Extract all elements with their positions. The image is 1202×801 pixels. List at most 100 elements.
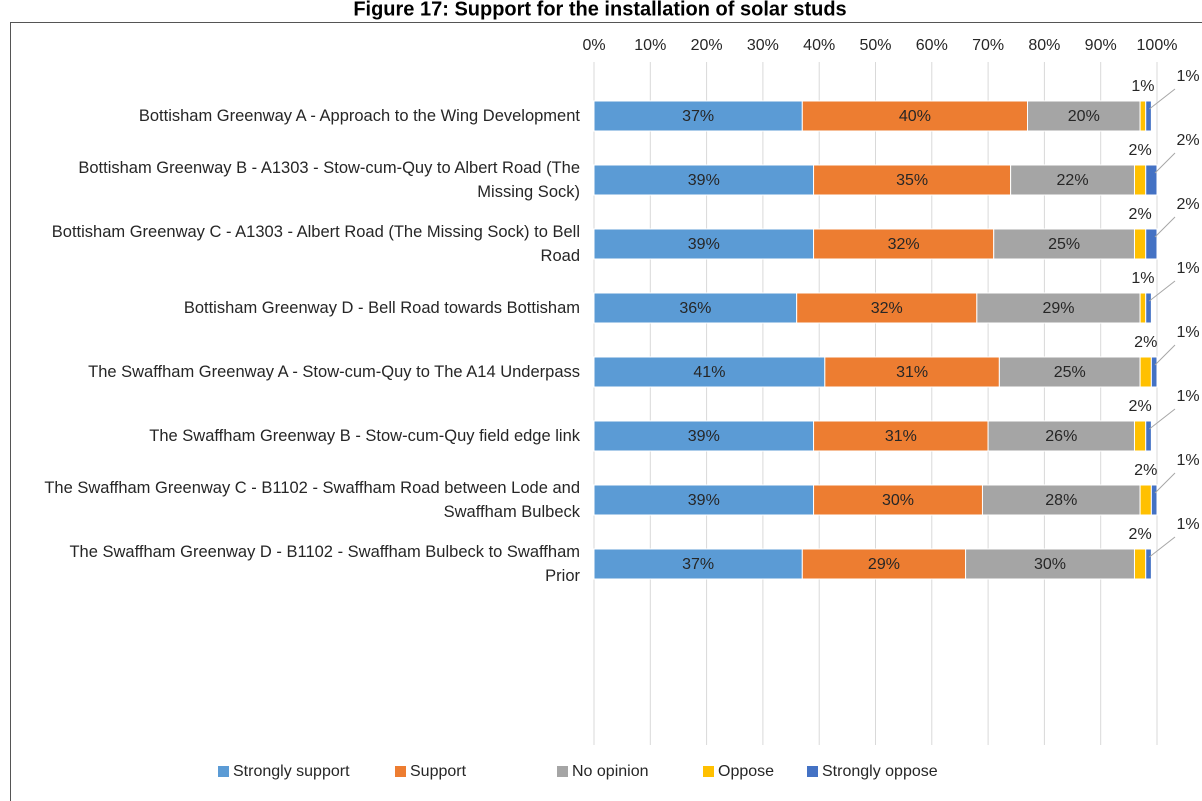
bar-segment [1139, 100, 1147, 132]
frame [10, 22, 1202, 801]
data-label: 39% [688, 492, 720, 509]
leader-line [1154, 472, 1176, 494]
legend-swatch [807, 766, 818, 777]
data-label: 32% [871, 300, 903, 317]
x-tick-label: 100% [1137, 37, 1178, 54]
bar-segment [1145, 228, 1158, 260]
data-label: 2% [1134, 462, 1157, 479]
bar-segment [1010, 164, 1135, 196]
bar-segment [1150, 356, 1158, 388]
data-label: 1% [1176, 324, 1199, 341]
data-label: 2% [1129, 206, 1152, 223]
x-tick-label: 80% [1028, 37, 1060, 54]
bar-segment [813, 228, 995, 260]
legend-swatch [218, 766, 229, 777]
bar-segment [1145, 100, 1152, 132]
bar-segment [1133, 164, 1147, 196]
bar-segment [813, 420, 989, 452]
bar-segment [1133, 228, 1147, 260]
bar-segment [1139, 356, 1152, 388]
legend-swatch [395, 766, 406, 777]
bar-segment [1133, 420, 1147, 452]
data-label: 39% [688, 172, 720, 189]
leader-line [1149, 536, 1176, 558]
data-label: 29% [1042, 300, 1074, 317]
legend-label: Support [410, 763, 467, 780]
bar-segment [1150, 484, 1158, 516]
bar-segment [796, 292, 978, 324]
data-label: 1% [1176, 68, 1199, 85]
data-label: 2% [1134, 334, 1157, 351]
data-label: 39% [688, 236, 720, 253]
bar-segment [824, 356, 1000, 388]
x-tick-label: 40% [803, 37, 835, 54]
leader-line [1154, 152, 1176, 174]
data-label: 1% [1131, 78, 1154, 95]
chart-title: Figure 17: Support for the installation … [353, 0, 846, 20]
data-label: 1% [1176, 452, 1199, 469]
leader-line [1154, 344, 1176, 366]
leader-line [1154, 216, 1176, 238]
bar-segment [1139, 292, 1147, 324]
bar-segment [593, 164, 815, 196]
data-label: 39% [688, 428, 720, 445]
x-tick-label: 20% [691, 37, 723, 54]
bar-segment [965, 548, 1135, 580]
legend-label: No opinion [572, 763, 649, 780]
bar-segment [981, 484, 1141, 516]
category-label: The Swaffham Greenway B - Stow-cum-Quy f… [149, 427, 580, 445]
bar-segment [976, 292, 1141, 324]
data-label: 28% [1045, 492, 1077, 509]
data-label: 20% [1068, 108, 1100, 125]
data-label: 2% [1129, 526, 1152, 543]
category-label: Bottisham Greenway C - A1303 - Albert Ro… [51, 223, 580, 265]
bar-segment [593, 228, 815, 260]
bar-segment [1145, 548, 1152, 580]
data-label: 22% [1057, 172, 1089, 189]
bar-segment [593, 484, 815, 516]
x-tick-label: 30% [747, 37, 779, 54]
legend-swatch [557, 766, 568, 777]
category-label: The Swaffham Greenway C - B1102 - Swaffh… [44, 479, 580, 521]
data-label: 35% [896, 172, 928, 189]
x-tick-label: 60% [916, 37, 948, 54]
data-label: 1% [1176, 388, 1199, 405]
category-label: The Swaffham Greenway D - B1102 - Swaffh… [69, 543, 580, 585]
bar-segment [593, 100, 803, 132]
data-label: 30% [1034, 556, 1066, 573]
data-label: 1% [1176, 260, 1199, 277]
legend-swatch [703, 766, 714, 777]
legend-label: Oppose [718, 763, 774, 780]
bar-segment [1145, 420, 1152, 452]
bar-segment [813, 164, 1012, 196]
data-label: 31% [896, 364, 928, 381]
data-label: 2% [1176, 196, 1199, 213]
data-label: 2% [1176, 132, 1199, 149]
data-label: 30% [882, 492, 914, 509]
data-label: 25% [1048, 236, 1080, 253]
data-label: 25% [1054, 364, 1086, 381]
data-label: 2% [1129, 142, 1152, 159]
data-label: 41% [693, 364, 725, 381]
leader-line [1149, 88, 1176, 110]
data-label: 40% [899, 108, 931, 125]
bar-segment [801, 100, 1029, 132]
bar-segment [993, 228, 1135, 260]
data-label: 37% [682, 556, 714, 573]
x-tick-label: 70% [972, 37, 1004, 54]
bar-segment [1027, 100, 1141, 132]
bar-segment [593, 292, 798, 324]
x-tick-label: 50% [859, 37, 891, 54]
bar-segment [593, 420, 815, 452]
category-label: The Swaffham Greenway A - Stow-cum-Quy t… [88, 363, 580, 381]
bar-segment [1139, 484, 1152, 516]
category-label: Bottisham Greenway A - Approach to the W… [138, 107, 580, 125]
data-label: 2% [1129, 398, 1152, 415]
x-tick-label: 90% [1085, 37, 1117, 54]
data-label: 29% [868, 556, 900, 573]
data-label: 1% [1131, 270, 1154, 287]
bar-segment [1133, 548, 1147, 580]
x-tick-label: 10% [634, 37, 666, 54]
